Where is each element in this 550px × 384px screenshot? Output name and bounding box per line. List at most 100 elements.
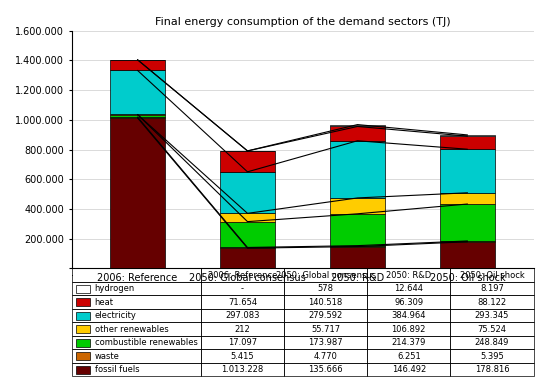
Bar <box>220 214 275 222</box>
Text: 2006: Reference: 2006: Reference <box>97 273 178 283</box>
Text: 214.379: 214.379 <box>392 338 426 347</box>
Text: 2050: Global consensus: 2050: Global consensus <box>189 273 306 283</box>
Bar <box>450 349 534 363</box>
Title: Final energy consumption of the demand sectors (TJ): Final energy consumption of the demand s… <box>155 17 450 27</box>
Bar <box>367 309 450 322</box>
Text: 4.770: 4.770 <box>314 352 338 361</box>
Text: waste: waste <box>95 352 119 361</box>
Bar <box>284 295 367 309</box>
Bar <box>72 268 201 282</box>
Bar <box>220 248 275 268</box>
Bar <box>76 298 90 306</box>
Text: 578: 578 <box>317 284 334 293</box>
Bar <box>201 322 284 336</box>
Bar <box>110 60 165 70</box>
Bar <box>110 117 165 118</box>
Text: electricity: electricity <box>95 311 136 320</box>
Bar <box>367 268 450 282</box>
Bar <box>72 295 201 309</box>
Bar <box>220 172 275 214</box>
Bar <box>367 363 450 376</box>
Text: 279.592: 279.592 <box>309 311 343 320</box>
Text: 178.816: 178.816 <box>475 365 509 374</box>
Bar <box>220 247 275 248</box>
Bar <box>450 336 534 349</box>
Bar <box>367 322 450 336</box>
Bar <box>72 322 201 336</box>
Text: 248.849: 248.849 <box>475 338 509 347</box>
Bar <box>330 124 385 126</box>
Bar <box>440 242 495 268</box>
Text: 135.666: 135.666 <box>309 365 343 374</box>
Text: 2050: Oil shock: 2050: Oil shock <box>460 271 524 280</box>
Bar <box>284 268 367 282</box>
Text: 140.518: 140.518 <box>309 298 343 306</box>
Bar <box>450 282 534 295</box>
Bar <box>450 322 534 336</box>
Text: 212: 212 <box>234 324 250 334</box>
Text: 297.083: 297.083 <box>225 311 260 320</box>
Bar <box>450 268 534 282</box>
Text: 71.654: 71.654 <box>228 298 257 306</box>
Bar <box>76 285 90 293</box>
Bar <box>201 282 284 295</box>
Bar <box>72 363 201 376</box>
Bar <box>284 282 367 295</box>
Bar <box>201 349 284 363</box>
Bar <box>284 322 367 336</box>
Bar <box>72 349 201 363</box>
Bar <box>330 214 385 246</box>
Text: 8.197: 8.197 <box>480 284 504 293</box>
Text: heat: heat <box>95 298 114 306</box>
Bar <box>201 363 284 376</box>
Bar <box>440 204 495 241</box>
Text: 17.097: 17.097 <box>228 338 257 347</box>
Text: 2006: Reference: 2006: Reference <box>208 271 277 280</box>
Text: -: - <box>241 284 244 293</box>
Bar <box>330 141 385 198</box>
Text: 75.524: 75.524 <box>477 324 507 334</box>
Text: 5.415: 5.415 <box>230 352 254 361</box>
Bar <box>72 309 201 322</box>
Text: 146.492: 146.492 <box>392 365 426 374</box>
Text: hydrogen: hydrogen <box>95 284 135 293</box>
Bar <box>76 366 90 374</box>
Bar <box>220 151 275 172</box>
Bar <box>201 295 284 309</box>
Text: 6.251: 6.251 <box>397 352 421 361</box>
Bar <box>110 114 165 117</box>
Text: 106.892: 106.892 <box>392 324 426 334</box>
Text: 2050: Oil shock: 2050: Oil shock <box>430 273 505 283</box>
Bar <box>440 193 495 204</box>
Bar <box>440 241 495 242</box>
Bar <box>284 363 367 376</box>
Text: 173.987: 173.987 <box>309 338 343 347</box>
Bar <box>330 198 385 214</box>
Bar <box>450 295 534 309</box>
Text: 2050: Global consensus: 2050: Global consensus <box>276 271 376 280</box>
Text: fossil fuels: fossil fuels <box>95 365 139 374</box>
Bar <box>330 246 385 247</box>
Text: 5.395: 5.395 <box>480 352 504 361</box>
Bar <box>220 222 275 247</box>
Bar <box>367 349 450 363</box>
Bar <box>367 336 450 349</box>
Text: 293.345: 293.345 <box>475 311 509 320</box>
Bar <box>367 295 450 309</box>
Bar <box>76 325 90 333</box>
Bar <box>330 126 385 141</box>
Text: .: . <box>72 268 74 278</box>
Bar <box>76 311 90 319</box>
Text: 2050: R&D: 2050: R&D <box>331 273 384 283</box>
Bar <box>440 149 495 193</box>
Text: 2050: R&D: 2050: R&D <box>386 271 431 280</box>
Bar <box>76 339 90 347</box>
Text: 96.309: 96.309 <box>394 298 424 306</box>
Bar <box>284 309 367 322</box>
Bar <box>440 135 495 136</box>
Text: 55.717: 55.717 <box>311 324 340 334</box>
Text: 88.122: 88.122 <box>477 298 507 306</box>
Text: 12.644: 12.644 <box>394 284 424 293</box>
Bar <box>201 268 284 282</box>
Bar <box>367 282 450 295</box>
